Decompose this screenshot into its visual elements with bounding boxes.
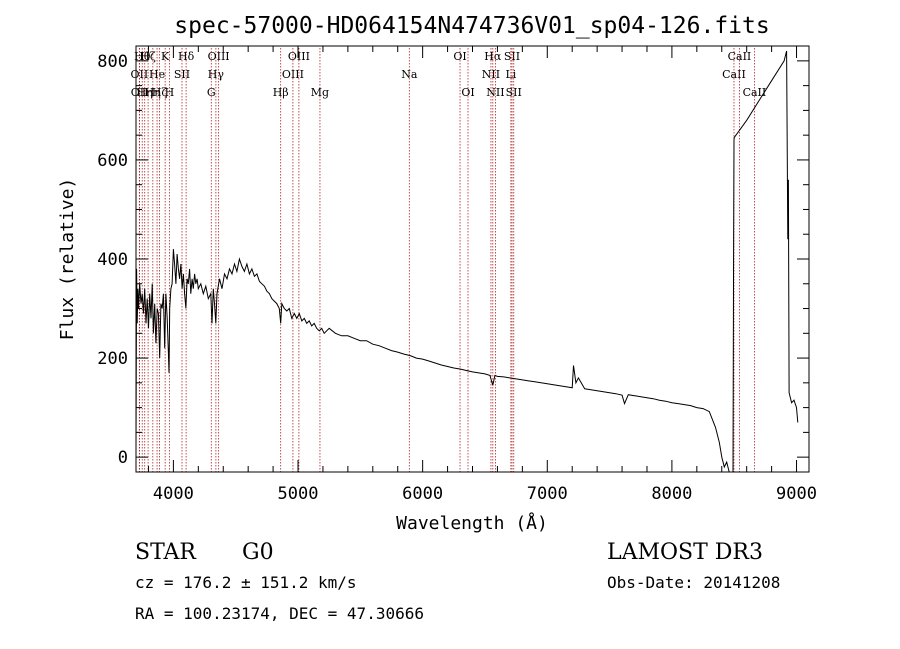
survey-name: LAMOST DR3 xyxy=(607,540,763,565)
line-label-4: Hζ xyxy=(140,50,156,63)
line-label-19: Na xyxy=(401,68,418,81)
y-tick-label-2: 400 xyxy=(97,250,128,270)
obs-date-text: Obs-Date: 20141208 xyxy=(607,573,780,592)
line-label-2: Hθ xyxy=(134,50,151,63)
x-tick-label-1: 5000 xyxy=(278,484,319,504)
x-axis: 4000 5000 6000 7000 8000 9000 xyxy=(147,46,817,504)
x-axis-label: Wavelength (Å) xyxy=(396,512,548,534)
spectrum-series xyxy=(135,50,799,473)
line-label-25: Li xyxy=(505,68,516,81)
redshift-text: cz = 176.2 ± 151.2 km/s xyxy=(135,573,357,592)
line-label-15: Hβ xyxy=(273,86,289,99)
y-axis: 0 200 400 600 800 xyxy=(97,52,809,468)
x-tick-label-0: 4000 xyxy=(153,484,194,504)
line-label-11: Hδ xyxy=(178,50,195,63)
line-label-0: OII xyxy=(131,68,149,81)
y-tick-label-3: 600 xyxy=(97,151,128,171)
line-label-8: K xyxy=(161,50,170,63)
y-tick-label-0: 0 xyxy=(118,448,128,468)
y-tick-label-4: 800 xyxy=(97,52,128,72)
line-label-18: Mg xyxy=(311,86,329,99)
line-label-22: NII xyxy=(482,68,500,81)
y-tick-label-1: 200 xyxy=(97,349,128,369)
plot-frame xyxy=(135,45,810,473)
x-tick-label-2: 6000 xyxy=(402,484,443,504)
x-tick-label-3: 7000 xyxy=(527,484,568,504)
emission-line-markers: OIIOIIHθHηHζHηHeHζKHSIIHδGHγOIIIHβOIIIOI… xyxy=(131,48,767,472)
line-label-5: Hη xyxy=(145,86,161,99)
object-subclass: G0 xyxy=(242,540,274,565)
line-label-26: SII xyxy=(504,50,520,63)
line-label-1: OII xyxy=(131,86,149,99)
line-label-21: OI xyxy=(461,86,474,99)
line-label-30: CaII xyxy=(743,86,767,99)
chart-title: spec-57000-HD064154N474736V01_sp04-126.f… xyxy=(174,13,769,39)
x-tick-label-4: 8000 xyxy=(651,484,692,504)
x-tick-label-5: 9000 xyxy=(776,484,817,504)
line-label-17: OIII xyxy=(288,50,310,63)
line-label-12: G xyxy=(207,86,216,99)
object-class: STAR xyxy=(135,540,197,565)
line-label-10: SII xyxy=(174,68,190,81)
line-label-28: CaII xyxy=(722,68,746,81)
line-label-3: Hη xyxy=(137,86,153,99)
line-label-16: OIII xyxy=(282,68,304,81)
line-label-24: NII xyxy=(486,86,504,99)
line-label-29: CaII xyxy=(728,50,752,63)
coords-text: RA = 100.23174, DEC = 47.30666 xyxy=(135,604,424,623)
line-label-23: Hα xyxy=(484,50,502,63)
line-label-9: H xyxy=(165,86,175,99)
line-label-13: Hγ xyxy=(208,68,225,81)
line-label-14: OIII xyxy=(208,50,230,63)
line-label-20: OI xyxy=(453,50,466,63)
line-label-27: SII xyxy=(506,86,522,99)
line-label-6: He xyxy=(149,68,165,81)
line-label-7: Hζ xyxy=(152,86,168,99)
y-axis-label: Flux (relative) xyxy=(57,178,78,341)
